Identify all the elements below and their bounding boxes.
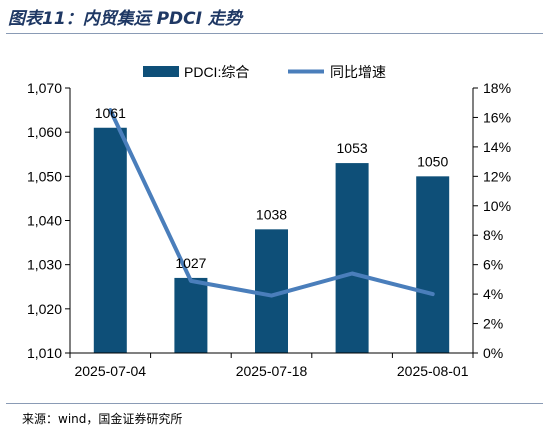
right-tick-label: 6%	[483, 257, 503, 273]
source-note: 来源：wind，国金证券研究所	[22, 412, 183, 426]
right-tick-label: 8%	[483, 227, 503, 243]
source-divider	[6, 403, 543, 404]
bar-series	[93, 127, 450, 353]
x-axis: 2025-07-04 2025-07-18 2025-08-01	[69, 352, 474, 379]
x-tick-label: 2025-08-01	[397, 363, 469, 379]
title-divider	[6, 33, 543, 34]
right-tick-label: 18%	[483, 80, 511, 96]
bar-value-label: 1038	[256, 206, 287, 222]
right-tick-label: 0%	[483, 345, 503, 361]
bar-value-label: 1050	[417, 153, 448, 169]
growth-point	[432, 293, 434, 295]
left-tick-label: 1,040	[27, 213, 62, 229]
x-tick-label: 2025-07-04	[74, 363, 146, 379]
right-tick-label: 10%	[483, 198, 511, 214]
growth-point	[271, 295, 272, 297]
bar	[416, 176, 450, 353]
left-tick-label: 1,070	[27, 80, 62, 96]
right-axis: 0% 2% 4% 6% 8% 10% 12% 14% 16% 18%	[472, 80, 511, 361]
x-tick-label: 2025-07-18	[236, 363, 308, 379]
left-tick-label: 1,030	[27, 257, 62, 273]
left-tick-label: 1,010	[27, 345, 62, 361]
chart: PDCI:综合 同比增速 1,0101,0201,0301,0401,0501,0…	[27, 64, 511, 379]
line-series	[108, 108, 435, 298]
legend-label-line: 同比增速	[330, 64, 386, 80]
legend: PDCI:综合 同比增速	[143, 64, 386, 80]
right-tick-label: 16%	[483, 109, 511, 125]
right-tick-label: 14%	[483, 139, 511, 155]
growth-point	[109, 109, 111, 111]
right-tick-label: 2%	[483, 316, 503, 332]
bar-value-label: 1027	[175, 255, 206, 271]
left-tick-label: 1,020	[27, 301, 62, 317]
left-tick-label: 1,050	[27, 168, 62, 184]
growth-point	[351, 273, 353, 274]
figure-title: 图表11：内贸集运 PDCI 走势	[8, 9, 242, 29]
growth-point	[190, 280, 192, 282]
right-tick-label: 12%	[483, 168, 511, 184]
right-tick-label: 4%	[483, 286, 503, 302]
bar	[174, 277, 208, 353]
left-tick-label: 1,060	[27, 124, 62, 140]
bar-value-label: 1053	[337, 140, 368, 156]
bar-value-label: 1061	[95, 105, 126, 121]
bar-value-labels: 1061 1027 1038 1053 1050	[95, 105, 449, 271]
legend-label-bar: PDCI:综合	[184, 64, 249, 80]
bar	[93, 127, 127, 353]
left-axis: 1,010 1,020 1,030 1,040 1,050 1,060 1,070	[27, 80, 71, 361]
bar	[335, 163, 369, 353]
legend-swatch-bar	[143, 66, 179, 77]
